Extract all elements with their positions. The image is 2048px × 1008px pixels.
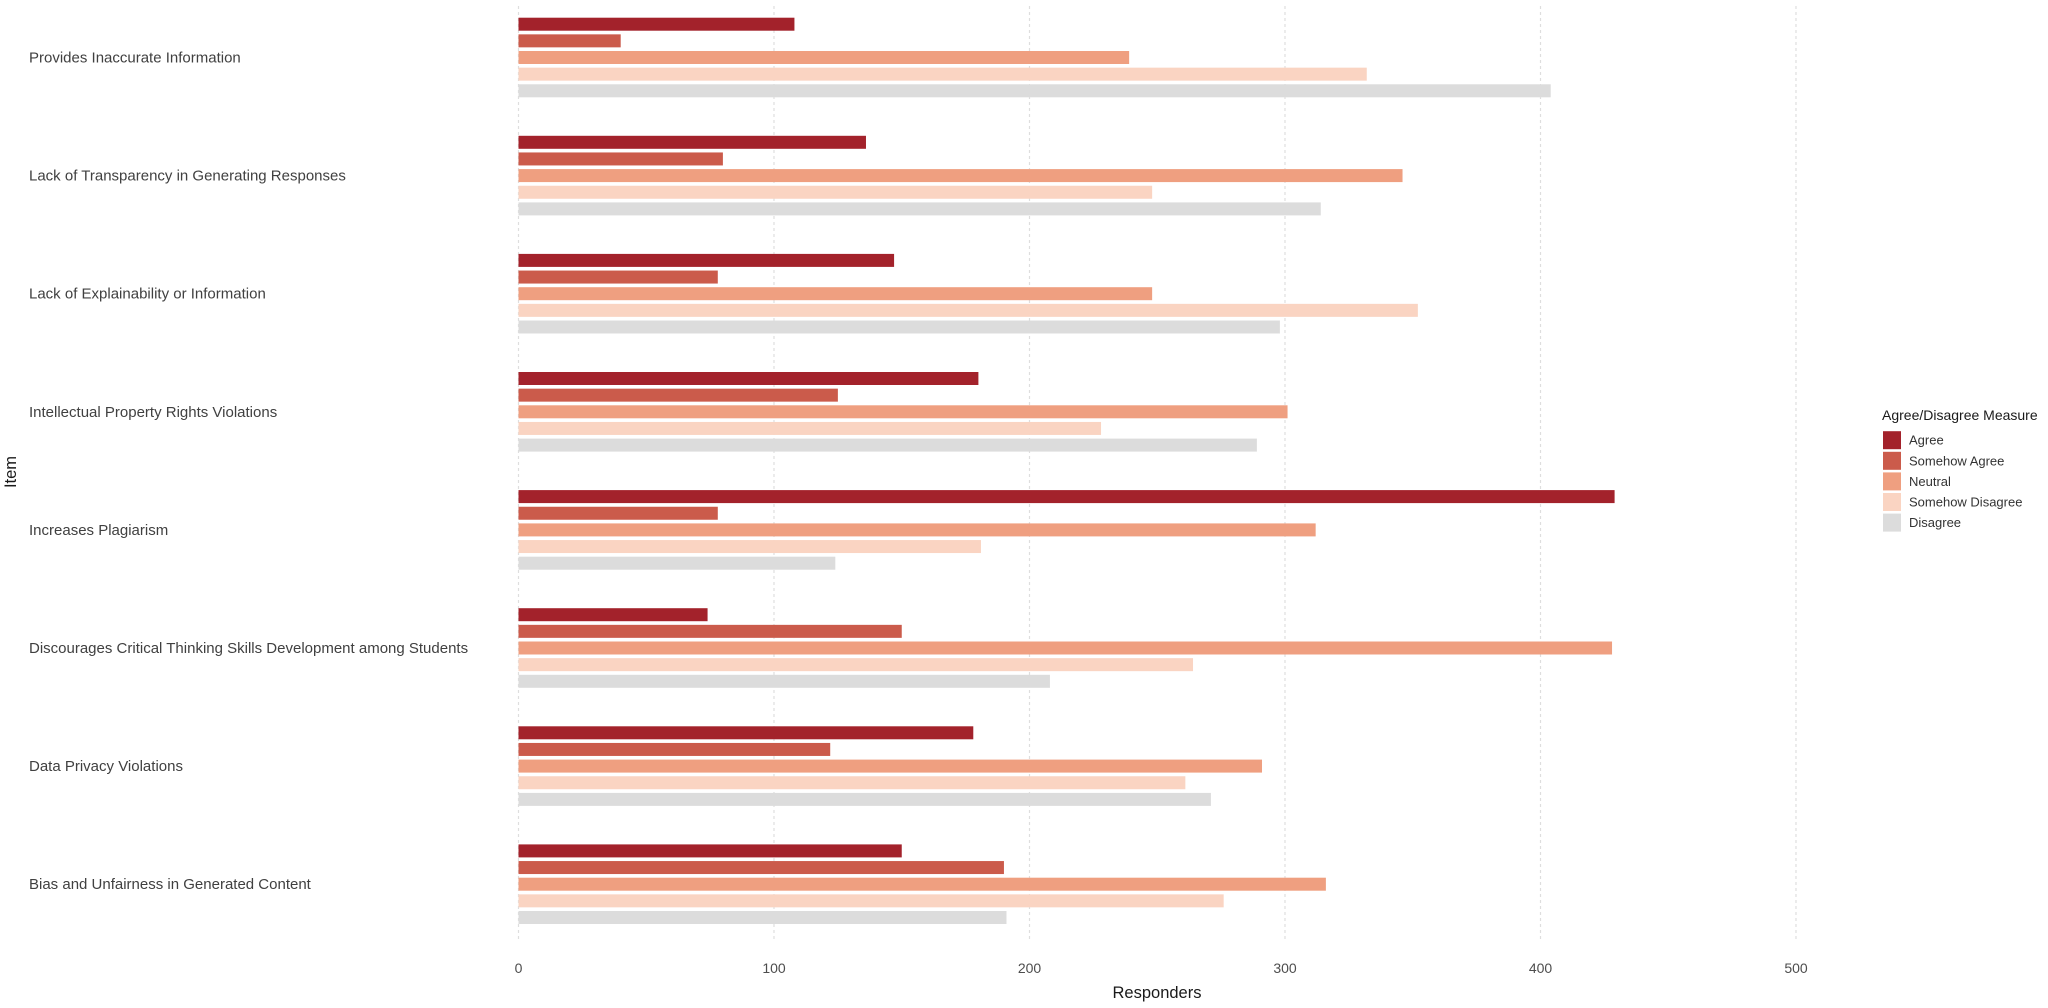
bar-somehow-disagree: [518, 776, 1186, 790]
bar-disagree: [518, 556, 836, 570]
bar-disagree: [518, 320, 1280, 334]
category-label: Lack of Explainability or Information: [29, 286, 266, 303]
x-tick-label: 400: [1529, 960, 1553, 976]
bar-somehow-agree: [518, 861, 1004, 875]
bar-somehow-agree: [518, 34, 621, 48]
category-label: Increases Plagiarism: [29, 522, 168, 539]
bar-somehow-disagree: [518, 894, 1224, 908]
bar-disagree: [518, 438, 1257, 452]
bar-disagree: [518, 84, 1551, 98]
x-tick-label: 500: [1784, 960, 1808, 976]
bar-agree: [518, 844, 902, 858]
bar-somehow-disagree: [518, 658, 1194, 672]
x-axis-tick-labels: 0 100 200 300 400 500: [515, 960, 1808, 976]
legend-title: Agree/Disagree Measure: [1882, 407, 2038, 423]
legend-label: Somehow Agree: [1909, 453, 2004, 468]
legend-label: Disagree: [1909, 515, 1961, 530]
legend-item-neutral: Neutral: [1883, 472, 1951, 491]
bar-neutral: [518, 877, 1326, 891]
category-label: Lack of Transparency in Generating Respo…: [29, 168, 346, 185]
legend-label: Neutral: [1909, 474, 1951, 489]
legend-swatch: [1883, 451, 1901, 470]
bar-agree: [518, 253, 895, 267]
bar-neutral: [518, 169, 1403, 183]
bar-agree: [518, 135, 866, 149]
category-label: Intellectual Property Rights Violations: [29, 404, 277, 421]
category-label: Bias and Unfairness in Generated Content: [29, 876, 312, 893]
bar-agree: [518, 726, 974, 740]
legend-label: Agree: [1909, 433, 1944, 448]
category-label: Provides Inaccurate Information: [29, 50, 241, 67]
bar-somehow-disagree: [518, 540, 981, 554]
y-axis-category-labels: Provides Inaccurate Information Lack of T…: [29, 50, 468, 894]
bar-neutral: [518, 641, 1613, 655]
category-label: Discourages Critical Thinking Skills Dev…: [29, 640, 468, 657]
bars: [518, 17, 1615, 924]
x-tick-label: 0: [515, 960, 523, 976]
bar-somehow-agree: [518, 270, 718, 284]
legend-item-disagree: Disagree: [1883, 513, 1961, 532]
bar-agree: [518, 17, 795, 31]
legend-item-somehow-agree: Somehow Agree: [1883, 451, 2004, 470]
legend-swatch: [1883, 493, 1901, 511]
bar-somehow-agree: [518, 388, 838, 402]
x-tick-label: 300: [1273, 960, 1297, 976]
x-tick-label: 200: [1018, 960, 1042, 976]
bar-agree: [518, 608, 708, 622]
bar-somehow-disagree: [518, 185, 1153, 199]
bar-disagree: [518, 792, 1211, 806]
legend-swatch: [1883, 513, 1901, 532]
x-axis-title: Responders: [1113, 984, 1202, 1002]
bar-disagree: [518, 674, 1050, 688]
x-tick-label: 100: [762, 960, 786, 976]
bar-disagree: [518, 911, 1007, 924]
legend-item-agree: Agree: [1883, 431, 1944, 450]
legend-swatch: [1883, 431, 1901, 450]
bar-neutral: [518, 51, 1130, 64]
bar-agree: [518, 490, 1615, 504]
legend-label: Somehow Disagree: [1909, 495, 2022, 510]
legend: Agree/Disagree Measure Agree Somehow Agre…: [1882, 407, 2038, 532]
bar-somehow-agree: [518, 152, 723, 166]
bar-somehow-disagree: [518, 421, 1102, 435]
y-axis-title: Item: [2, 456, 20, 488]
category-label: Data Privacy Violations: [29, 758, 183, 775]
legend-item-somehow-disagree: Somehow Disagree: [1883, 493, 2022, 511]
bar-somehow-agree: [518, 742, 831, 756]
bar-somehow-agree: [518, 506, 718, 520]
bar-neutral: [518, 405, 1288, 419]
bar-neutral: [518, 759, 1263, 773]
bar-somehow-disagree: [518, 303, 1418, 317]
bar-somehow-disagree: [518, 67, 1367, 81]
bar-disagree: [518, 202, 1321, 216]
bar-agree: [518, 372, 979, 385]
bar-neutral: [518, 523, 1316, 537]
legend-swatch: [1883, 472, 1901, 491]
bar-neutral: [518, 287, 1153, 301]
bar-somehow-agree: [518, 624, 902, 638]
